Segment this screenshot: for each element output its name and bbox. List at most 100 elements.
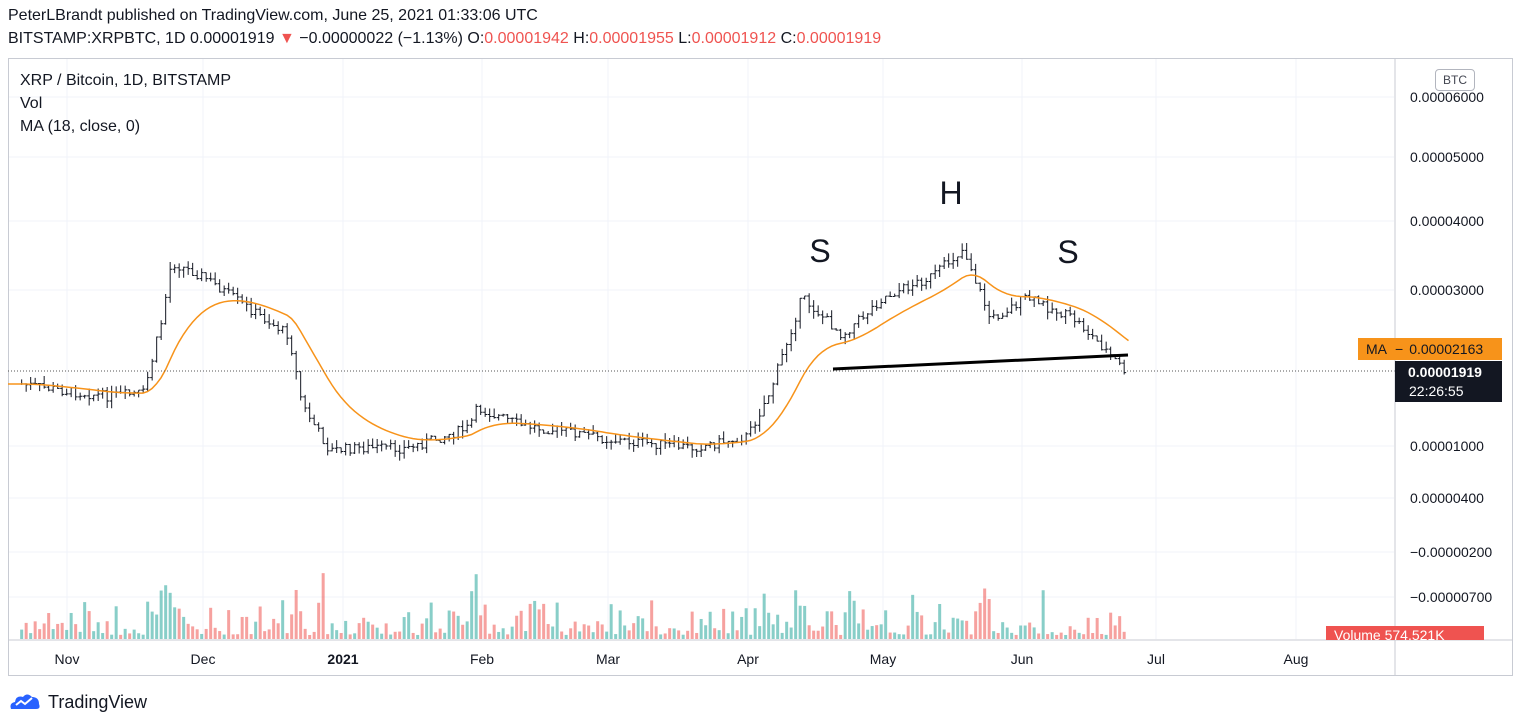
chart-frame[interactable] xyxy=(8,58,1513,676)
volume-bar xyxy=(407,612,411,639)
volume-bar xyxy=(1118,616,1122,639)
volume-bar xyxy=(474,574,478,639)
volume-bar xyxy=(38,629,42,639)
ohlc-bar xyxy=(510,417,515,424)
volume-bar xyxy=(218,631,222,639)
volume-bar xyxy=(357,623,361,639)
ohlc-bar xyxy=(865,313,870,325)
ohlc-bar xyxy=(438,439,443,443)
volume-bar xyxy=(902,634,906,639)
volume-bar xyxy=(699,618,703,639)
volume-bar xyxy=(951,617,955,639)
volume-bar xyxy=(749,634,753,639)
ohlc-bar xyxy=(442,436,447,445)
volume-bar xyxy=(290,614,294,639)
volume-bar xyxy=(56,623,60,639)
ohlc-bar xyxy=(1054,308,1059,321)
volume-bar xyxy=(960,620,964,639)
tradingview-logo[interactable]: TradingView xyxy=(8,690,147,714)
price-tick-label: 0.00006000 xyxy=(1410,89,1484,105)
ohlc-bar xyxy=(1117,356,1122,366)
high-value: 0.00001955 xyxy=(589,30,674,47)
volume-bar xyxy=(213,627,217,639)
volume-bar xyxy=(1005,627,1009,639)
ohlc-bar xyxy=(649,439,654,448)
volume-bar xyxy=(492,624,496,639)
ohlc-bar xyxy=(244,296,249,312)
ohlc-bar xyxy=(622,437,627,441)
ohlc-bar xyxy=(465,419,470,434)
volume-bar xyxy=(366,621,370,639)
volume-bar xyxy=(344,620,348,639)
volume-bar xyxy=(546,624,550,639)
volume-bar xyxy=(137,633,141,639)
ohlc-bar xyxy=(325,437,330,456)
ohlc-bar xyxy=(420,438,425,451)
volume-bar xyxy=(447,610,451,639)
ma-line xyxy=(8,274,1129,445)
time-tick-label: Jun xyxy=(1011,651,1034,667)
volume-bar xyxy=(897,634,901,639)
volume-bar xyxy=(501,628,505,639)
volume-bar xyxy=(479,615,483,639)
time-tick-label: Apr xyxy=(737,651,759,667)
ohlc-bar xyxy=(1104,341,1109,353)
open-label: O: xyxy=(467,30,485,47)
ohlc-bar xyxy=(483,407,488,417)
ohlc-bar xyxy=(109,385,114,409)
ohlc-bar xyxy=(64,388,69,396)
ohlc-bar xyxy=(163,293,168,325)
ohlc-bar xyxy=(334,440,339,453)
ohlc-bar xyxy=(271,319,276,327)
ohlc-bar xyxy=(964,243,969,260)
ohlc-bar xyxy=(1027,290,1032,301)
ohlc-bar xyxy=(141,385,146,394)
volume-bar xyxy=(168,592,172,639)
volume-bar xyxy=(1014,634,1018,639)
volume-bar xyxy=(924,634,928,639)
ohlc-bar xyxy=(87,388,92,406)
time-tick-label: Jul xyxy=(1147,651,1165,667)
ohlc-bar xyxy=(226,282,231,294)
volume-bar xyxy=(825,611,829,639)
ohlc-bar xyxy=(406,440,411,449)
volume-bar xyxy=(762,593,766,639)
ma-price-label: MA −0.00002163 xyxy=(1366,341,1483,357)
volume-bar xyxy=(906,625,910,639)
volume-bar xyxy=(150,611,154,639)
ohlc-bar xyxy=(991,309,996,319)
volume-bar xyxy=(839,634,843,639)
volume-bar xyxy=(875,625,879,639)
volume-bar xyxy=(488,633,492,639)
ohlc-bar xyxy=(1014,301,1019,311)
currency-badge[interactable]: BTC xyxy=(1435,69,1475,91)
ohlc-bar xyxy=(177,263,182,278)
ohlc-bar xyxy=(811,300,816,319)
volume-bar xyxy=(677,630,681,639)
ohlc-bar xyxy=(555,425,560,438)
time-tick-label: Mar xyxy=(596,651,620,667)
volume-bar xyxy=(263,631,267,639)
volume-bar xyxy=(731,611,735,639)
volume-bar xyxy=(978,602,982,639)
ohlc-bar xyxy=(357,442,362,454)
volume-bar xyxy=(879,624,883,639)
volume-bar xyxy=(564,634,568,639)
ohlc-bar xyxy=(618,434,623,445)
ohlc-bar xyxy=(415,442,420,452)
volume-bar xyxy=(569,628,573,639)
volume-bar xyxy=(519,610,523,639)
ohlc-bar xyxy=(640,432,645,447)
volume-bar xyxy=(1019,625,1023,639)
ohlc-bar xyxy=(411,443,416,453)
volume-bar xyxy=(1122,631,1126,639)
time-tick-label: Nov xyxy=(55,651,80,667)
last-price: 0.00001919 xyxy=(189,30,275,47)
volume-bar xyxy=(609,604,613,639)
ohlc-bar xyxy=(564,426,569,437)
ohlc-bar xyxy=(505,414,510,424)
ohlc-bar xyxy=(541,429,546,434)
ohlc-bar xyxy=(874,300,879,311)
ohlc-bar xyxy=(834,328,839,331)
